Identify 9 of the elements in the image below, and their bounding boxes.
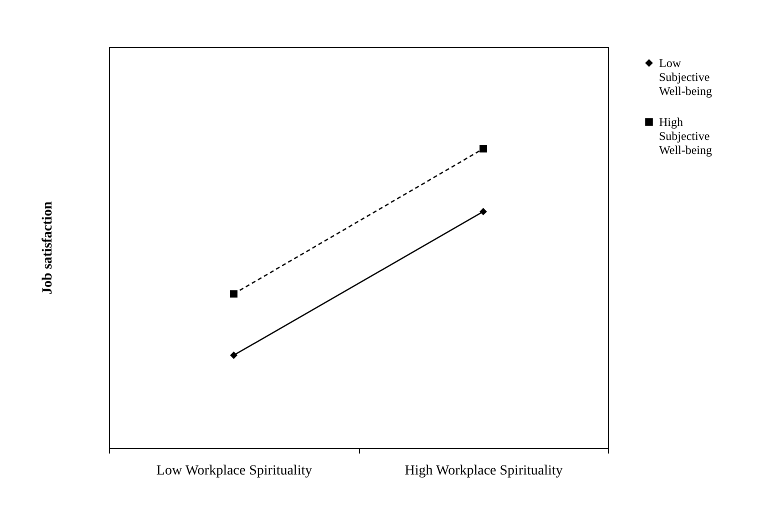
point (230, 290, 238, 298)
legend-label: High Subjective Well-being (659, 115, 712, 157)
x-tick-label: High Workplace Spirituality (404, 464, 563, 478)
point (230, 352, 238, 359)
point (480, 145, 487, 152)
x-tick-label: Low Workplace Spirituality (156, 464, 312, 478)
y-axis-title: Job satisfaction (40, 201, 56, 294)
point (480, 208, 487, 216)
legend-label: Low Subjective Well-being (659, 56, 712, 98)
